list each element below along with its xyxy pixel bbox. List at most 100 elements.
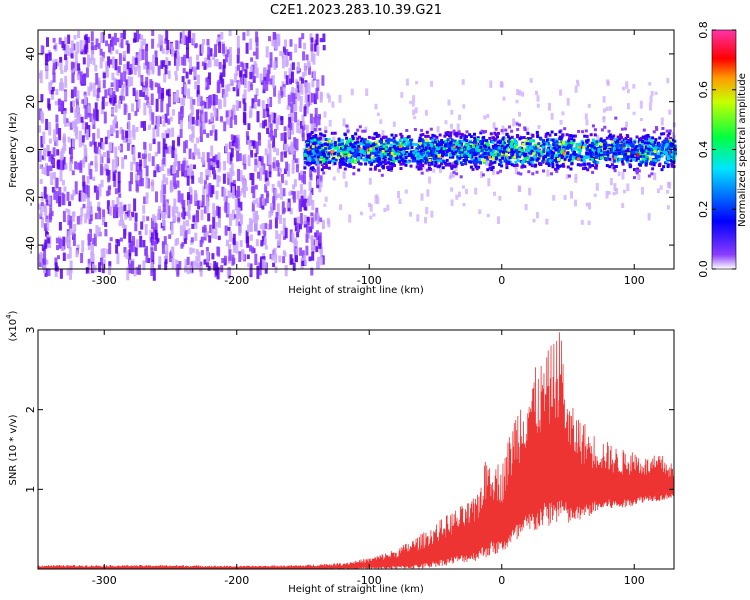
heatmap-cell <box>113 206 116 219</box>
heatmap-cell <box>140 81 144 86</box>
heatmap-cell <box>257 171 260 179</box>
heatmap-cell <box>243 158 247 170</box>
heatmap-cell <box>116 252 120 265</box>
heatmap-cell <box>384 135 388 139</box>
snr-y-ticks: 123 <box>24 327 674 493</box>
heatmap-cell <box>292 262 296 271</box>
heatmap-cell <box>373 132 377 136</box>
heatmap-cell <box>269 253 273 260</box>
heatmap-cell <box>128 252 132 266</box>
heatmap-cell <box>345 136 349 140</box>
heatmap-cell <box>206 63 210 68</box>
heatmap-cell <box>515 99 519 104</box>
heatmap-cell <box>290 63 294 77</box>
heatmap-cell <box>254 94 258 103</box>
heatmap-cell <box>338 94 342 103</box>
heatmap-cell <box>351 149 355 153</box>
heatmap-cell <box>187 228 191 235</box>
heatmap-cell <box>280 230 284 235</box>
heatmap-cell <box>528 187 532 196</box>
heatmap-cell <box>397 191 400 199</box>
heatmap-cell <box>402 137 406 141</box>
heatmap-cell <box>202 39 205 45</box>
heatmap-cell <box>228 243 231 249</box>
heatmap-cell <box>289 73 292 85</box>
heatmap-cell <box>179 129 183 138</box>
heatmap-cell <box>658 136 662 140</box>
heatmap-cell <box>589 154 593 158</box>
heatmap-cell <box>602 116 606 120</box>
heatmap-cell <box>316 147 320 151</box>
heatmap-cell <box>626 160 630 164</box>
heatmap-cell <box>184 259 188 271</box>
heatmap-cell <box>210 112 214 122</box>
heatmap-cell <box>357 156 361 160</box>
heatmap-cell <box>198 177 202 183</box>
heatmap-cell <box>411 102 415 107</box>
heatmap-cell <box>584 143 587 147</box>
heatmap-cell <box>637 174 641 180</box>
colorbar-ticks: 0.00.20.40.60.8 <box>697 21 736 278</box>
heatmap-cell <box>282 188 286 197</box>
heatmap-cell <box>48 127 52 136</box>
heatmap-cell <box>368 153 372 157</box>
heatmap-cell <box>93 141 97 153</box>
heatmap-cell <box>454 167 458 171</box>
heatmap-cell <box>512 118 516 127</box>
heatmap-cell <box>154 50 158 59</box>
heatmap-cell <box>64 43 68 55</box>
heatmap-cell <box>496 131 500 135</box>
heatmap-cell <box>309 132 313 136</box>
heatmap-cell <box>537 149 541 153</box>
heatmap-cell <box>201 61 205 67</box>
heatmap-cell <box>491 165 495 169</box>
heatmap-cell <box>447 163 451 167</box>
heatmap-cell <box>535 90 538 95</box>
heatmap-cell <box>238 225 242 236</box>
heatmap-cell <box>84 194 88 199</box>
heatmap-cell <box>327 138 331 142</box>
heatmap-cell <box>532 152 536 156</box>
heatmap-cell <box>645 149 649 153</box>
heatmap-cell <box>487 146 491 150</box>
heatmap-cell <box>117 206 121 217</box>
heatmap-cell <box>383 207 387 213</box>
heatmap-cell <box>587 140 591 147</box>
heatmap-cell <box>655 126 658 130</box>
heatmap-cell <box>163 184 167 195</box>
heatmap-cell <box>205 247 209 255</box>
heatmap-cell <box>431 148 435 152</box>
heatmap-cell <box>258 156 262 162</box>
heatmap-cell <box>128 130 132 138</box>
heatmap-cell <box>587 103 591 108</box>
heatmap-cell <box>130 172 133 185</box>
heatmap-y-axis-title: Frequency (Hz) <box>8 112 19 188</box>
heatmap-cell <box>438 155 442 159</box>
heatmap-cell <box>165 146 169 154</box>
heatmap-cell <box>45 194 49 203</box>
heatmap-cell <box>280 132 284 141</box>
heatmap-cell <box>387 168 391 172</box>
heatmap-cell <box>563 155 566 159</box>
heatmap-cell <box>246 236 250 248</box>
heatmap-cell <box>410 153 413 157</box>
heatmap-cell <box>271 75 275 88</box>
heatmap-cell <box>516 135 519 139</box>
heatmap-cell <box>195 119 199 126</box>
heatmap-cell <box>305 124 309 135</box>
heatmap-cell <box>426 151 430 155</box>
heatmap-cell <box>273 60 277 70</box>
snr-x-tick-label: -300 <box>92 574 117 587</box>
heatmap-cell <box>545 138 549 142</box>
heatmap-cell <box>458 156 462 160</box>
heatmap-cell <box>358 135 361 139</box>
heatmap-cell <box>388 147 392 151</box>
heatmap-cell <box>76 115 80 124</box>
heatmap-cell <box>69 122 73 130</box>
heatmap-cell <box>440 162 444 166</box>
heatmap-cell <box>213 108 217 117</box>
heatmap-cell <box>606 150 610 154</box>
heatmap-cell <box>590 148 594 152</box>
heatmap-cell <box>74 51 78 59</box>
heatmap-cell <box>513 147 517 151</box>
